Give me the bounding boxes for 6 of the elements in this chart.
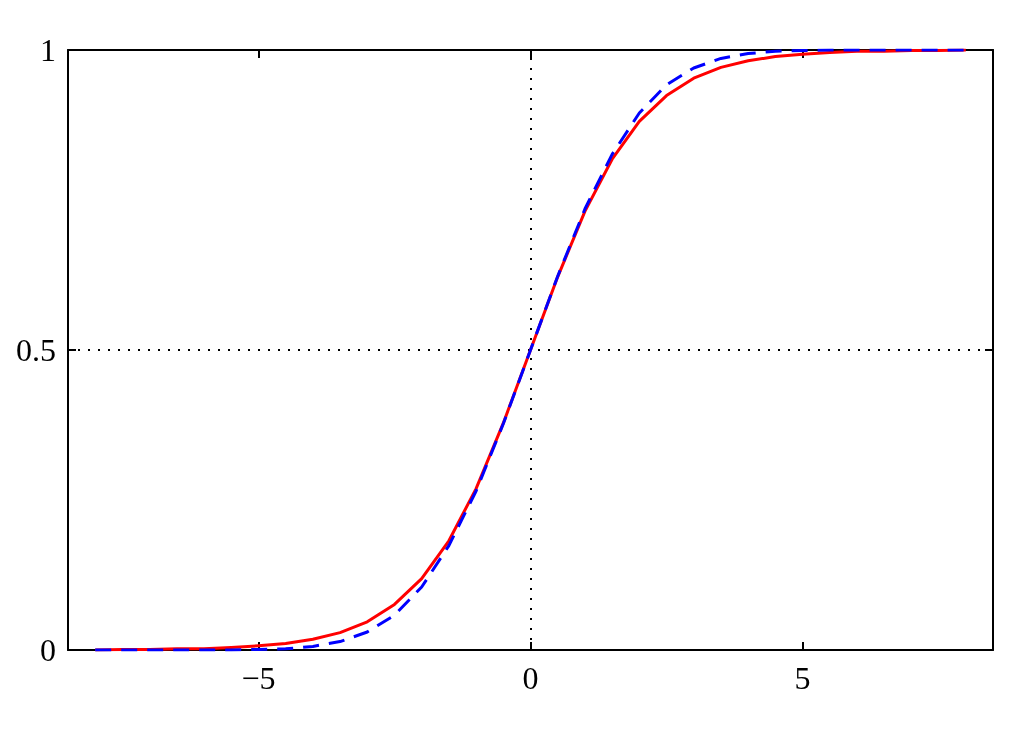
x-tick-label: 0 <box>522 660 539 696</box>
y-tick-label: 1 <box>40 32 56 68</box>
y-tick-label: 0 <box>40 632 56 668</box>
y-tick-label: 0.5 <box>16 332 56 368</box>
x-tick-label: 5 <box>794 660 811 696</box>
x-tick-label: −5 <box>241 660 276 696</box>
